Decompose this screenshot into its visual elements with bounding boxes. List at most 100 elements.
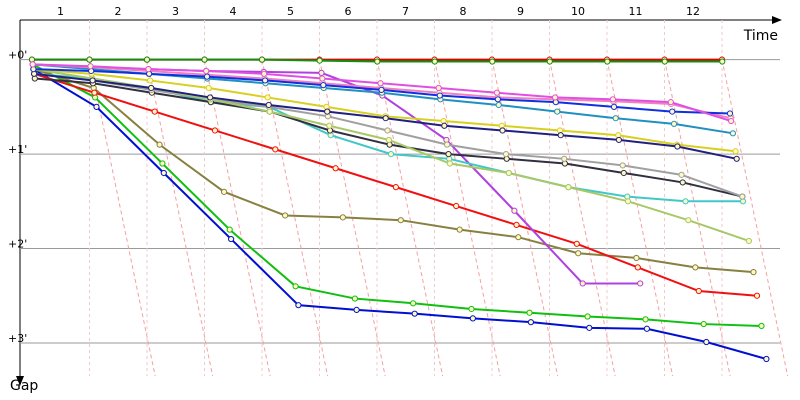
lap-point xyxy=(505,169,512,177)
lap-point xyxy=(565,184,572,191)
lap-point xyxy=(670,120,678,127)
lap-point xyxy=(436,92,443,99)
lap-point xyxy=(326,122,333,129)
x-tick-label: 7 xyxy=(402,5,409,18)
lap-point xyxy=(382,115,389,122)
lap-point xyxy=(758,322,765,330)
y-tick-label: +0' xyxy=(8,49,27,62)
x-tick-label: 1 xyxy=(57,5,64,18)
y-tick-label: +3' xyxy=(8,332,27,345)
lap-point xyxy=(692,264,699,271)
lap-point xyxy=(624,198,632,205)
lap-point xyxy=(435,84,442,92)
gap-line xyxy=(32,63,734,135)
lap-point xyxy=(205,84,212,92)
lap-point xyxy=(546,58,553,65)
lap-point xyxy=(258,56,266,63)
x-tick-label: 2 xyxy=(115,5,122,18)
lap-point xyxy=(579,280,586,287)
x-axis-title: Time xyxy=(743,28,778,44)
lap-point xyxy=(148,84,155,92)
gap-arrow xyxy=(16,376,24,386)
lap-point xyxy=(739,193,746,200)
lap-point xyxy=(295,302,302,309)
x-tick-label: 4 xyxy=(230,5,237,18)
lap-point xyxy=(316,57,323,64)
lap-point xyxy=(499,127,506,134)
lap-point xyxy=(320,82,327,89)
lap-point xyxy=(552,94,559,101)
x-tick-label: 5 xyxy=(287,5,294,18)
gap-line xyxy=(33,68,754,274)
lap-point xyxy=(203,73,211,80)
y-tick-label: +2' xyxy=(8,238,27,251)
x-tick-label: 12 xyxy=(686,5,700,18)
lap-point xyxy=(667,99,674,106)
lap-point xyxy=(441,122,448,129)
lap-point xyxy=(378,86,385,93)
lap-point xyxy=(160,169,167,177)
lap-point xyxy=(444,141,451,148)
lap-diagonal xyxy=(549,59,616,377)
lap-point xyxy=(642,316,649,323)
lap-point xyxy=(643,325,651,332)
lap-point xyxy=(272,146,279,153)
lap-point xyxy=(494,96,501,103)
lap-point xyxy=(586,324,593,331)
gap-line xyxy=(32,68,767,360)
lap-point xyxy=(515,234,522,241)
lap-point xyxy=(377,80,384,87)
lap-point xyxy=(719,58,726,65)
lap-point xyxy=(609,96,616,103)
lap-point xyxy=(385,136,392,144)
lap-point xyxy=(319,75,326,82)
lap-point xyxy=(619,162,626,169)
lap-diagonal xyxy=(434,59,501,377)
lap-point xyxy=(615,136,623,144)
lap-point xyxy=(324,108,331,115)
lap-point xyxy=(151,108,158,115)
lap-point xyxy=(561,155,568,162)
lap-point xyxy=(493,89,500,96)
lap-point xyxy=(678,171,685,178)
lap-point xyxy=(703,338,710,346)
lap-diagonal xyxy=(721,59,789,377)
lap-point xyxy=(91,89,98,96)
lap-point xyxy=(682,198,689,205)
lap-point xyxy=(763,355,770,363)
lap-point xyxy=(729,130,737,137)
lap-point xyxy=(661,58,668,65)
lap-point xyxy=(557,132,564,139)
lap-point xyxy=(502,150,510,158)
lap-point xyxy=(353,306,360,313)
lap-point xyxy=(261,70,268,77)
lap-point xyxy=(207,94,214,101)
lap-point xyxy=(226,226,233,233)
lap-point xyxy=(674,143,681,150)
lap-point xyxy=(159,160,166,167)
lap-point xyxy=(146,77,154,84)
lap-diagonal xyxy=(606,59,674,377)
lap-point xyxy=(282,212,289,219)
lap-diagonal xyxy=(204,59,271,377)
lap-point xyxy=(411,310,418,317)
lap-point xyxy=(156,141,163,148)
x-tick-label: 3 xyxy=(172,5,179,18)
gap-line xyxy=(33,72,743,198)
lap-point xyxy=(397,217,404,224)
lap-point xyxy=(527,319,535,326)
lap-point xyxy=(669,108,676,115)
lap-point xyxy=(392,184,399,191)
lap-point xyxy=(726,110,734,117)
lap-point xyxy=(513,221,520,229)
lap-point xyxy=(143,56,151,63)
lap-point xyxy=(610,103,618,110)
lap-point xyxy=(374,58,381,65)
lap-point xyxy=(526,309,533,316)
x-tick-label: 8 xyxy=(460,5,467,18)
lap-diagonal xyxy=(146,59,214,377)
lap-point xyxy=(679,179,686,186)
lap-point xyxy=(753,292,761,299)
lap-point xyxy=(634,264,641,271)
